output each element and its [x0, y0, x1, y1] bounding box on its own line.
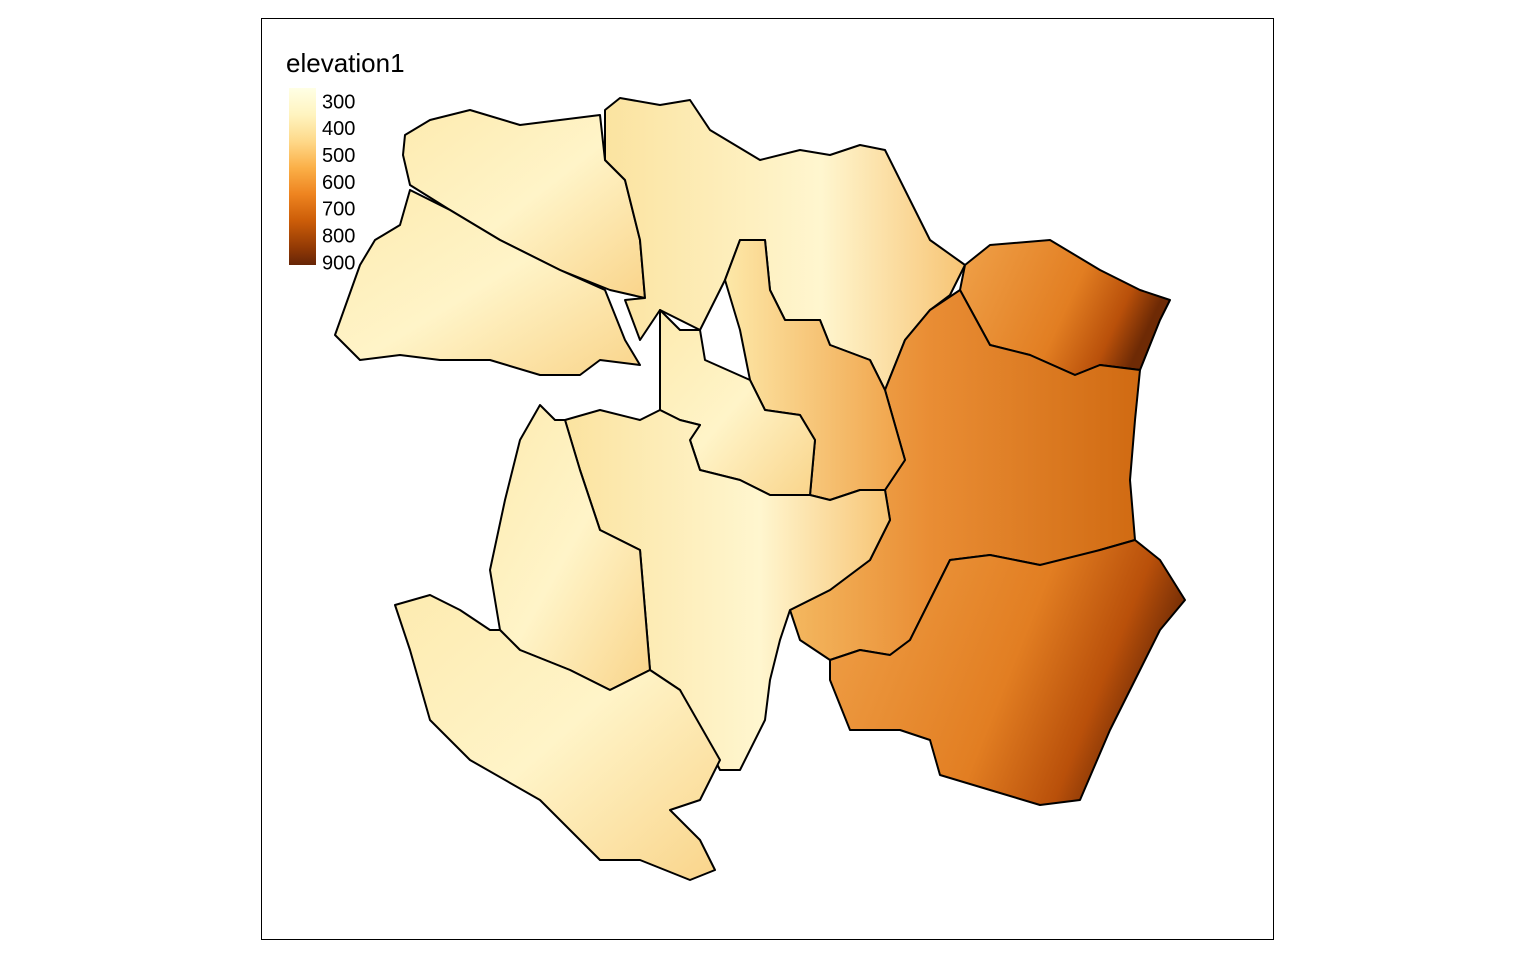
legend-label: 300 — [322, 91, 355, 113]
legend-label: 600 — [322, 172, 355, 194]
legend-label: 400 — [322, 118, 355, 140]
watershed — [829, 539, 1186, 806]
watershed — [334, 189, 641, 376]
legend-color-bar — [289, 88, 316, 265]
legend-label: 500 — [322, 145, 355, 167]
legend-labels: 300 400 500 600 700 800 900 — [322, 91, 355, 274]
legend: elevation1 300 400 500 600 700 800 900 — [286, 48, 405, 274]
legend-label: 800 — [322, 225, 355, 247]
watershed — [394, 594, 721, 881]
legend-label: 900 — [322, 252, 355, 274]
map-frame — [261, 18, 1274, 940]
watersheds — [334, 97, 1186, 881]
legend-label: 700 — [322, 199, 355, 221]
legend-title: elevation1 — [286, 48, 405, 78]
